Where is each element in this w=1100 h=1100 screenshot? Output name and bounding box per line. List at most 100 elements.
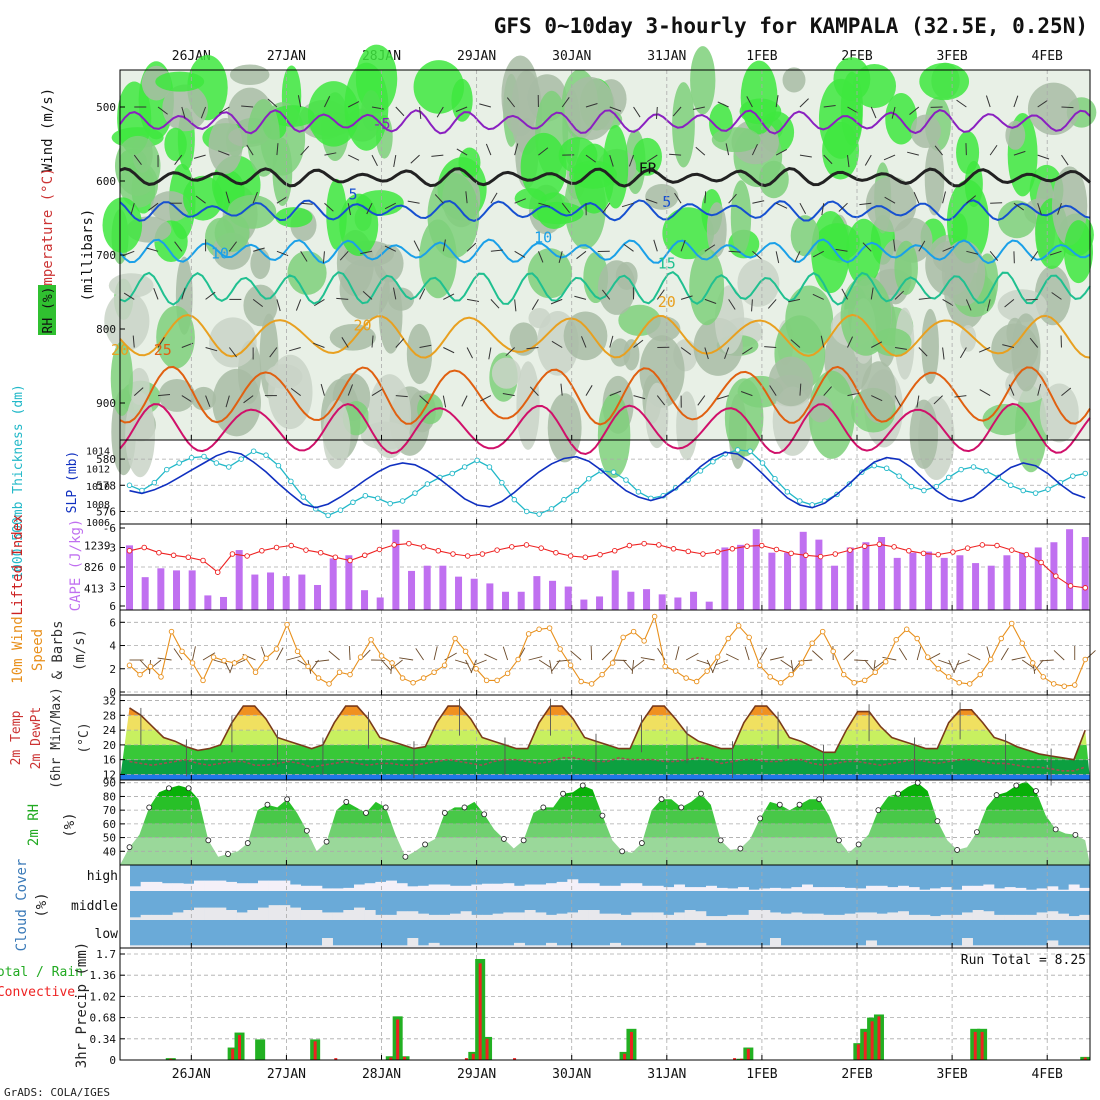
middle-cloud-bar	[780, 913, 792, 920]
thickness-line-point	[1032, 490, 1039, 496]
high-cloud-bar	[716, 887, 728, 891]
cape-bar	[455, 576, 463, 610]
low-cloud-bar	[1036, 945, 1048, 948]
wind-speed-line-point	[305, 663, 311, 670]
minmax-label: (6hr Min/Max)	[49, 687, 64, 789]
lifted-index-line-point	[1067, 583, 1074, 589]
low-cloud-bar	[930, 945, 941, 948]
lifted-index-label: Lifted Index	[10, 514, 26, 615]
middle-cloud-bar	[567, 912, 579, 920]
high-cloud-bar	[695, 887, 707, 891]
surface-wind-barb	[632, 659, 645, 669]
low-cloud-bar	[428, 942, 440, 948]
wind-barb	[1061, 154, 1069, 166]
convective-precip-bar	[313, 1041, 317, 1060]
rh-point	[993, 792, 1000, 798]
wind-speed-line-point	[966, 681, 973, 687]
wind-barb	[979, 389, 991, 397]
convective-precip-bar	[238, 1035, 242, 1060]
wind-speed-line-point	[494, 677, 500, 684]
cape-bar	[846, 547, 854, 610]
cloud-high-label: high	[87, 869, 118, 884]
wind-barb	[157, 337, 165, 348]
lifted-index-line-point	[303, 547, 309, 553]
thickness-line-point	[474, 457, 480, 464]
wind-speed-line-point	[399, 675, 406, 681]
middle-cloud-bar	[439, 914, 451, 920]
wind-barb	[680, 347, 692, 355]
wind-barb	[799, 202, 807, 215]
middle-cloud-bar	[866, 912, 877, 920]
slp-line	[129, 450, 1086, 509]
cape-bar	[517, 591, 525, 610]
total-precip-bar	[255, 1039, 266, 1060]
cape-bar	[721, 547, 729, 610]
wind-barb	[574, 295, 587, 300]
temp-band	[120, 774, 1090, 780]
wind-speed-line-point	[389, 660, 395, 666]
cape-bar	[502, 591, 510, 610]
wind-barb	[799, 98, 809, 108]
rh-point	[658, 796, 665, 803]
wind-barb	[576, 250, 587, 260]
middle-cloud-bar	[802, 913, 813, 920]
lifted-index-line-point	[626, 542, 633, 549]
rh-shade	[520, 132, 567, 201]
wind-barb	[1061, 387, 1072, 396]
rh-shade	[865, 176, 917, 233]
high-cloud-bar	[1004, 887, 1016, 891]
rh-shade	[117, 81, 152, 155]
thickness-line-point	[623, 477, 629, 483]
high-cloud-bar	[684, 887, 696, 891]
high-cloud-bar	[268, 880, 280, 891]
middle-cloud-bar	[1079, 914, 1091, 920]
lifted-index-line-point	[670, 546, 677, 552]
wind-barb	[986, 299, 991, 312]
middle-cloud-bar	[908, 914, 920, 920]
wind-barb	[680, 239, 686, 252]
wind-barb	[1013, 95, 1019, 108]
cloud-low-label: low	[95, 927, 119, 942]
wind-speed-line-point	[567, 662, 574, 669]
wind-barb	[913, 191, 920, 204]
cape-tick-label: 826	[84, 561, 104, 574]
wind-speed-line-point	[168, 628, 175, 635]
lifted-index-line-point	[376, 546, 383, 553]
middle-cloud-bar	[343, 910, 355, 920]
wind-speed-line-point	[189, 660, 196, 666]
date-label-bottom: 27JAN	[267, 1067, 306, 1082]
lifted-index-line-point	[1082, 585, 1088, 591]
high-cloud-bar	[204, 880, 216, 891]
surface-wind-barb	[556, 659, 571, 662]
lifted-index-line-point	[332, 554, 339, 561]
wind-barb	[157, 106, 168, 115]
low-cloud-bar	[215, 945, 227, 948]
lifted-index-line-point	[391, 542, 397, 548]
thickness-line-point	[933, 483, 940, 490]
cape-bar	[862, 542, 870, 610]
high-cloud-bar	[855, 888, 867, 891]
rh-point	[1013, 782, 1020, 789]
middle-cloud-bar	[1047, 911, 1059, 920]
lifted-index-line-point	[509, 544, 515, 550]
rh-shade	[114, 135, 161, 196]
surface-wind-barb	[1039, 659, 1054, 662]
cape-bar	[141, 577, 149, 610]
lifted-index-line-point	[464, 553, 471, 559]
rh-point	[441, 810, 448, 816]
low-cloud-bar	[748, 945, 760, 948]
cape-bar	[486, 583, 494, 610]
lifted-index-line-point	[523, 542, 530, 548]
wind-barb	[276, 196, 288, 204]
wind-speed-line-point	[987, 656, 994, 663]
low-cloud-bar	[578, 945, 589, 948]
wind-barb	[680, 295, 693, 300]
middle-cloud-bar	[695, 911, 707, 920]
thickness-line-point	[250, 448, 257, 454]
wind-speed-line-point	[378, 653, 385, 659]
credit-label: GrADS: COLA/IGES	[4, 1086, 110, 1099]
thickness-line-point	[337, 507, 344, 513]
surface-wind-barb	[790, 659, 794, 674]
rh-shade	[739, 98, 782, 125]
